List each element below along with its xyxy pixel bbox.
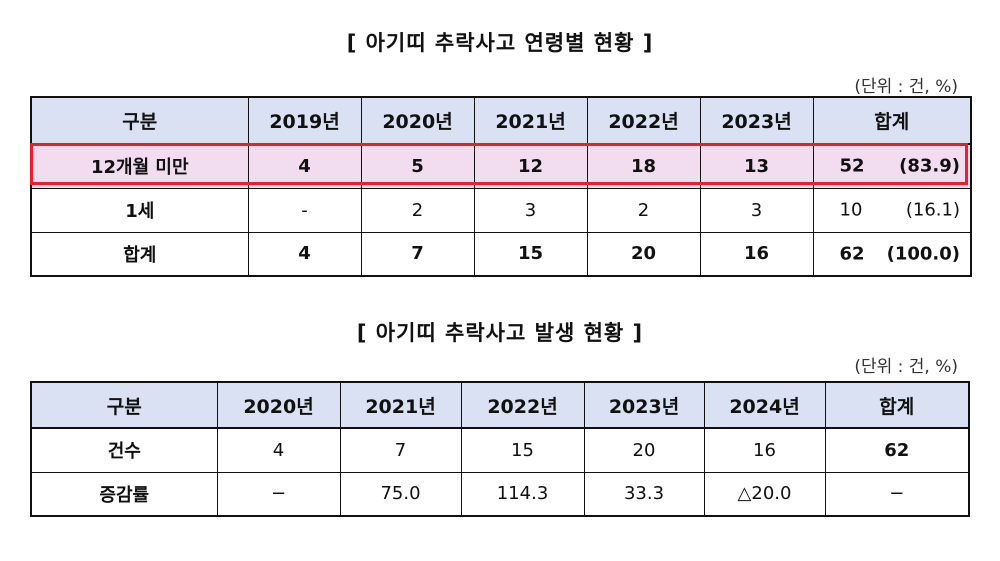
value-cell: 3 [473,187,588,233]
value-cell: 4 [216,427,341,473]
total-cell: 62 [824,427,970,473]
header-cell: 2023년 [699,96,814,145]
header-cell: 합계 [824,381,970,429]
value-cell: 4 [247,143,362,189]
value-cell: 20 [586,231,701,277]
table2-header-row: 구분 2020년 2021년 2022년 2023년 2024년 합계 [30,381,970,429]
value-cell: 16 [703,427,826,473]
header-cell: 2020년 [360,96,475,145]
table2-title: [ 아기띠 추락사고 발생 현황 ] [356,321,644,345]
value-cell: 7 [360,231,475,277]
table-row: 증감률 − 75.0 114.3 33.3 △20.0 − [30,471,970,517]
table1-unit: (단위 : 건, %) [854,77,958,97]
total-cell: − [824,471,970,517]
header-cell: 2022년 [460,381,585,429]
header-cell: 2024년 [703,381,826,429]
value-cell: 16 [699,231,814,277]
total-cell: 52 (83.9) [812,143,972,189]
row-label: 건수 [30,427,218,473]
table-row: 건수 4 7 15 20 16 62 [30,427,970,473]
total-percent: (100.0) [886,243,960,265]
value-cell: 3 [699,187,814,233]
value-cell: 4 [247,231,362,277]
total-cell: 10 (16.1) [812,187,972,233]
table-row: 12개월 미만 4 5 12 18 13 52 (83.9) [30,143,972,189]
header-cell: 구분 [30,96,249,145]
age-accident-table: 구분 2019년 2020년 2021년 2022년 2023년 합계 12개월… [30,96,972,277]
total-percent: (16.1) [905,199,960,221]
row-label: 증감률 [30,471,218,517]
value-cell: 13 [699,143,814,189]
value-cell: 2 [586,187,701,233]
table-row: 합계 4 7 15 20 16 62 (100.0) [30,231,972,277]
table-row: 1세 - 2 3 2 3 10 (16.1) [30,187,972,233]
total-value: 62 [839,243,865,265]
header-cell: 합계 [812,96,972,145]
table2-unit: (단위 : 건, %) [854,357,958,377]
table1-header-row: 구분 2019년 2020년 2021년 2022년 2023년 합계 [30,96,972,145]
value-cell: - [247,187,362,233]
header-cell: 2021년 [473,96,588,145]
value-cell: 75.0 [339,471,462,517]
total-percent: (83.9) [899,155,960,177]
table1-title: [ 아기띠 추락사고 연령별 현황 ] [346,31,654,55]
total-value: 52 [839,155,865,177]
accident-occurrence-table: 구분 2020년 2021년 2022년 2023년 2024년 합계 건수 4… [30,381,970,517]
header-cell: 2019년 [247,96,362,145]
value-cell: 5 [360,143,475,189]
total-value: 10 [839,199,863,221]
value-cell: 2 [360,187,475,233]
header-cell: 구분 [30,381,218,429]
row-label: 1세 [30,187,249,233]
total-cell: 62 (100.0) [812,231,972,277]
header-cell: 2020년 [216,381,341,429]
value-cell: 7 [339,427,462,473]
header-cell: 2021년 [339,381,462,429]
row-label: 12개월 미만 [30,143,249,189]
value-cell: 18 [586,143,701,189]
value-cell: 15 [473,231,588,277]
value-cell: 15 [460,427,585,473]
header-cell: 2022년 [586,96,701,145]
header-cell: 2023년 [583,381,705,429]
row-label: 합계 [30,231,249,277]
value-cell: − [216,471,341,517]
value-cell: 114.3 [460,471,585,517]
value-cell: 20 [583,427,705,473]
value-cell: △20.0 [703,471,826,517]
value-cell: 12 [473,143,588,189]
value-cell: 33.3 [583,471,705,517]
